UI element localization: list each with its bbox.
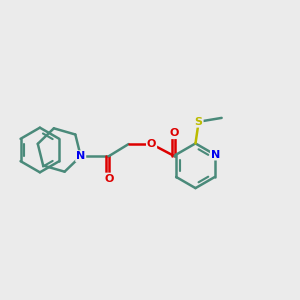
Text: N: N <box>211 150 220 160</box>
Text: N: N <box>76 151 85 161</box>
Text: O: O <box>147 139 156 149</box>
Text: S: S <box>195 117 203 127</box>
Text: O: O <box>104 173 113 184</box>
Text: O: O <box>170 128 179 138</box>
